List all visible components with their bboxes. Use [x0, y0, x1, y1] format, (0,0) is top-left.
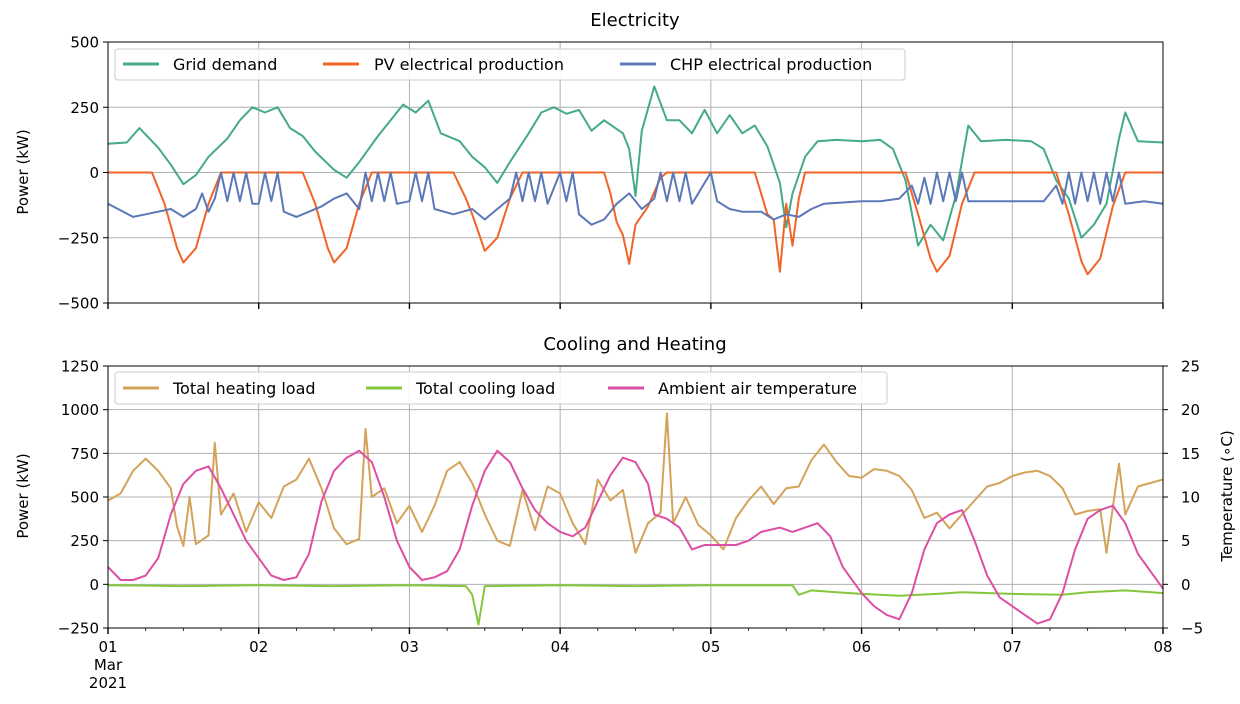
electricity-y-axis-label: Power (kW) — [14, 129, 32, 214]
y2-tick-label: 20 — [1181, 401, 1200, 419]
x-tick-sublabel: 2021 — [89, 674, 127, 692]
series-chp-production-line — [107, 171, 1164, 226]
x-tick-label: 02 — [249, 638, 268, 656]
x-tick-label: 01 — [98, 638, 117, 656]
series-grid-demand-line — [107, 85, 1164, 247]
y2-tick-label: 5 — [1181, 532, 1191, 550]
x-tick-label: 08 — [1153, 638, 1172, 656]
x-tick-label: 05 — [701, 638, 720, 656]
x-tick-sublabel: Mar — [94, 656, 123, 674]
legend-label-grid-demand: Grid demand — [173, 55, 277, 74]
electricity-legend: Grid demand PV electrical production CHP… — [114, 48, 906, 81]
legend-label-ambient-temperature: Ambient air temperature — [658, 379, 857, 398]
electricity-x-ticks — [107, 303, 1164, 309]
y-tick-label: 750 — [70, 445, 99, 463]
cooling-heating-legend-box — [114, 371, 888, 405]
y2-tick-label: 10 — [1181, 489, 1200, 507]
cooling-heating-title: Cooling and Heating — [543, 334, 726, 355]
cooling-heating-legend: Total heating load Total cooling load Am… — [114, 371, 888, 405]
y-tick-label: 1250 — [61, 358, 99, 376]
temperature-y-ticks: 25 20 15 10 5 0 −5 — [1163, 358, 1203, 638]
x-tick-label: 03 — [400, 638, 419, 656]
y-tick-label: −250 — [58, 229, 99, 247]
legend-label-heating-load: Total heating load — [172, 379, 316, 398]
electricity-y-ticks: 500 250 0 −250 −500 — [58, 34, 108, 313]
series-heating-load-line — [107, 412, 1164, 554]
series-ambient-temperature-line — [107, 449, 1164, 625]
y2-tick-label: 15 — [1181, 445, 1200, 463]
y2-tick-label: 0 — [1181, 576, 1191, 594]
cooling-heating-y-axis-label: Power (kW) — [14, 453, 32, 538]
x-tick-label: 06 — [852, 638, 871, 656]
y-tick-label: 500 — [70, 34, 99, 52]
electricity-legend-box — [114, 48, 906, 81]
cooling-heating-gridlines — [108, 366, 1163, 628]
y-tick-label: 250 — [70, 99, 99, 117]
series-pv-production-line — [108, 171, 1163, 276]
cooling-heating-y-ticks: 1250 1000 750 500 250 0 −250 — [58, 358, 108, 638]
electricity-panel: Electricity Power (kW) 500 250 0 −250 −500 G… — [14, 10, 1164, 313]
legend-label-chp-production: CHP electrical production — [670, 55, 872, 74]
y2-tick-label: 25 — [1181, 358, 1200, 376]
legend-label-pv-production: PV electrical production — [374, 55, 564, 74]
y-tick-label: −500 — [58, 295, 99, 313]
y-tick-label: 0 — [89, 576, 99, 594]
temperature-y-axis-label: Temperature (∘C) — [1218, 430, 1236, 562]
y-tick-label: 250 — [70, 532, 99, 550]
y-tick-label: −250 — [58, 620, 99, 638]
series-cooling-load-line — [107, 584, 1164, 626]
y-tick-label: 1000 — [61, 401, 99, 419]
y-tick-label: 0 — [89, 164, 99, 182]
x-tick-label: 07 — [1003, 638, 1022, 656]
y2-tick-label: −5 — [1181, 620, 1203, 638]
legend-label-cooling-load: Total cooling load — [415, 379, 555, 398]
cooling-heating-panel: Cooling and Heating Power (kW) Temperatu… — [14, 334, 1236, 692]
electricity-series — [107, 85, 1164, 276]
electricity-title: Electricity — [590, 10, 680, 31]
x-tick-label: 04 — [551, 638, 570, 656]
y-tick-label: 500 — [70, 489, 99, 507]
cooling-heating-series — [107, 412, 1164, 626]
